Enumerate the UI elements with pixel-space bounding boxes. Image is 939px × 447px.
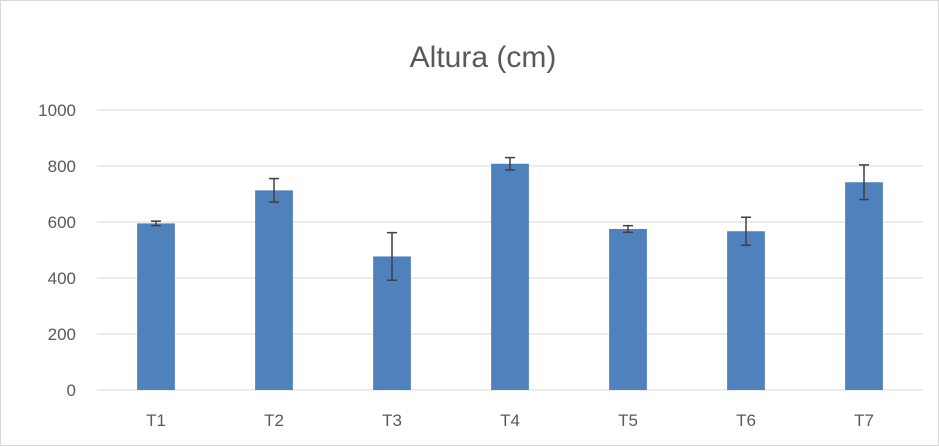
bar-t5 [609,229,647,390]
x-tick-label: T7 [854,411,874,430]
y-axis-ticks: 0 200 400 600 800 1000 [38,101,76,400]
error-bars [151,156,869,281]
x-tick-label: T6 [736,411,756,430]
x-tick-label: T1 [146,411,166,430]
error-bar-t2 [269,177,279,203]
y-tick-label: 200 [48,325,76,344]
error-bar-t3 [387,231,397,281]
y-tick-label: 1000 [38,101,76,120]
bar-t2 [255,190,293,390]
error-bar-t4 [505,156,515,171]
y-tick-label: 600 [48,213,76,232]
x-axis-ticks: T1 T2 T3 T4 T5 T6 T7 [146,411,874,430]
y-tick-label: 0 [67,381,76,400]
chart-title: Altura (cm) [410,41,557,74]
x-tick-label: T2 [264,411,284,430]
error-bar-t7 [859,164,869,201]
bar-t1 [137,223,175,390]
x-tick-label: T5 [618,411,638,430]
error-bar-t5 [623,224,633,234]
x-tick-label: T3 [382,411,402,430]
bar-t7 [845,182,883,390]
bar-t6 [727,231,765,390]
y-tick-label: 400 [48,269,76,288]
error-bar-t6 [741,216,751,246]
bars [137,163,883,390]
bar-t4 [491,163,529,390]
y-tick-label: 800 [48,157,76,176]
x-tick-label: T4 [500,411,520,430]
error-bar-t1 [151,220,161,227]
